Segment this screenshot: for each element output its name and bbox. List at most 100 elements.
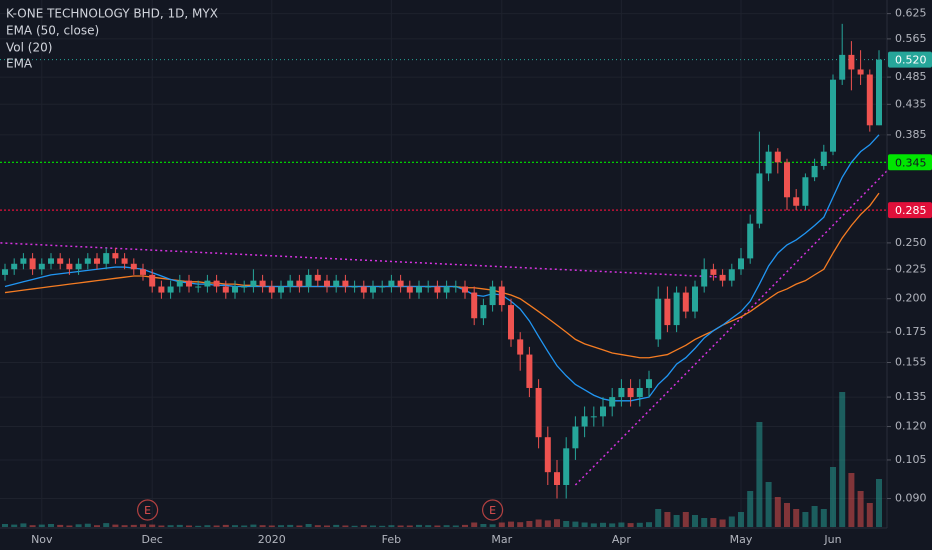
- candle-body: [517, 339, 524, 355]
- candle-body: [112, 253, 119, 259]
- candle-body: [241, 286, 248, 288]
- candle-body: [673, 292, 680, 326]
- candle-body: [167, 286, 174, 293]
- candle-body: [563, 448, 570, 486]
- x-tick-label: May: [730, 533, 753, 546]
- volume-bar: [75, 524, 82, 527]
- x-tick-label: Dec: [142, 533, 163, 546]
- volume-bar: [756, 422, 763, 527]
- volume-bar: [590, 523, 597, 527]
- candle-body: [710, 269, 717, 275]
- candle-body: [590, 416, 597, 418]
- x-tick-label: Jun: [823, 533, 841, 546]
- candle-body: [75, 263, 82, 270]
- trendline: [0, 242, 723, 278]
- volume-bar: [29, 525, 36, 527]
- candle-body: [94, 258, 100, 264]
- volume-bar: [195, 525, 202, 527]
- candle-body: [2, 269, 8, 275]
- volume-bar: [121, 525, 128, 527]
- candle-body: [443, 286, 450, 293]
- candle-body: [140, 269, 146, 275]
- volume-bar: [130, 524, 137, 527]
- candle-body: [452, 286, 459, 288]
- volume-bar: [296, 525, 303, 527]
- trendline: [574, 169, 889, 486]
- volume-bar: [149, 524, 156, 527]
- candle-body: [692, 286, 698, 312]
- candle-body: [544, 437, 551, 473]
- volume-bar: [379, 525, 386, 527]
- chart-title: K-ONE TECHNOLOGY BHD, 1D, MYX: [6, 7, 218, 21]
- volume-bar: [351, 525, 358, 527]
- volume-bar: [250, 524, 257, 527]
- y-tick-label: 0.135: [895, 390, 927, 403]
- volume-bar: [48, 524, 54, 527]
- candle-body: [11, 263, 18, 270]
- x-tick-label: 2020: [258, 533, 286, 546]
- price-badge-label: 0.285: [895, 204, 927, 217]
- price-badge: [888, 202, 932, 219]
- volume-bar: [57, 524, 64, 527]
- candle-body: [802, 177, 809, 206]
- volume-bar: [232, 525, 238, 527]
- candle-body: [756, 173, 763, 224]
- volume-bar: [314, 525, 321, 527]
- y-tick-label: 0.250: [895, 236, 927, 249]
- volume-bar: [103, 523, 110, 527]
- volume-bar: [324, 525, 330, 527]
- candle-body: [600, 406, 606, 417]
- x-tick-label: Mar: [491, 533, 512, 546]
- candle-body: [701, 269, 708, 287]
- volume-bar: [11, 524, 18, 527]
- volume-bar: [848, 473, 855, 527]
- earnings-marker: [482, 499, 504, 521]
- y-tick-label: 0.565: [895, 32, 927, 45]
- volume-bar: [535, 519, 542, 527]
- candle-body: [20, 258, 27, 264]
- volume-bar: [738, 512, 744, 527]
- candle-body: [655, 298, 662, 340]
- y-tick-label: 0.105: [895, 453, 927, 466]
- volume-bar: [213, 525, 220, 527]
- candle-body: [379, 286, 386, 288]
- candle-body: [839, 54, 846, 80]
- price-badge-label: 0.520: [895, 54, 927, 67]
- candle-body: [480, 305, 487, 319]
- candle-body: [848, 54, 855, 70]
- volume-bar: [673, 515, 680, 527]
- earnings-label: E: [489, 504, 496, 517]
- y-tick-label: 0.625: [895, 7, 927, 20]
- volume-bar: [793, 509, 800, 527]
- volume-bar: [158, 525, 165, 527]
- candle-body: [857, 69, 864, 75]
- candle-body: [130, 263, 137, 270]
- legend-entry: EMA (50, close): [6, 24, 99, 38]
- candle-body: [471, 292, 478, 319]
- volume-bar: [416, 524, 422, 527]
- y-tick-label: 0.090: [895, 492, 927, 505]
- volume-bar: [554, 519, 560, 527]
- volume-bar: [94, 525, 100, 527]
- volume-bar: [342, 525, 349, 527]
- candle-body: [314, 274, 321, 281]
- volume-bar: [609, 523, 616, 527]
- volume-bar: [84, 523, 91, 527]
- volume-bar: [765, 482, 772, 527]
- candle-body: [204, 280, 211, 287]
- x-tick-label: Nov: [31, 533, 53, 546]
- grid: [0, 0, 887, 528]
- candle-body: [278, 286, 284, 293]
- volume-bar: [728, 516, 735, 527]
- earnings-label: E: [144, 504, 151, 517]
- x-tick-label: Apr: [612, 533, 632, 546]
- price-axis: 0.625 0.565 0.485 0.435 0.385 0.250 0.225 0.200…: [31, 7, 932, 546]
- volume-bar: [186, 525, 192, 527]
- volume-bar: [774, 497, 781, 527]
- volume-bar: [287, 524, 294, 527]
- candle-body: [351, 286, 358, 288]
- candle-body: [572, 426, 579, 449]
